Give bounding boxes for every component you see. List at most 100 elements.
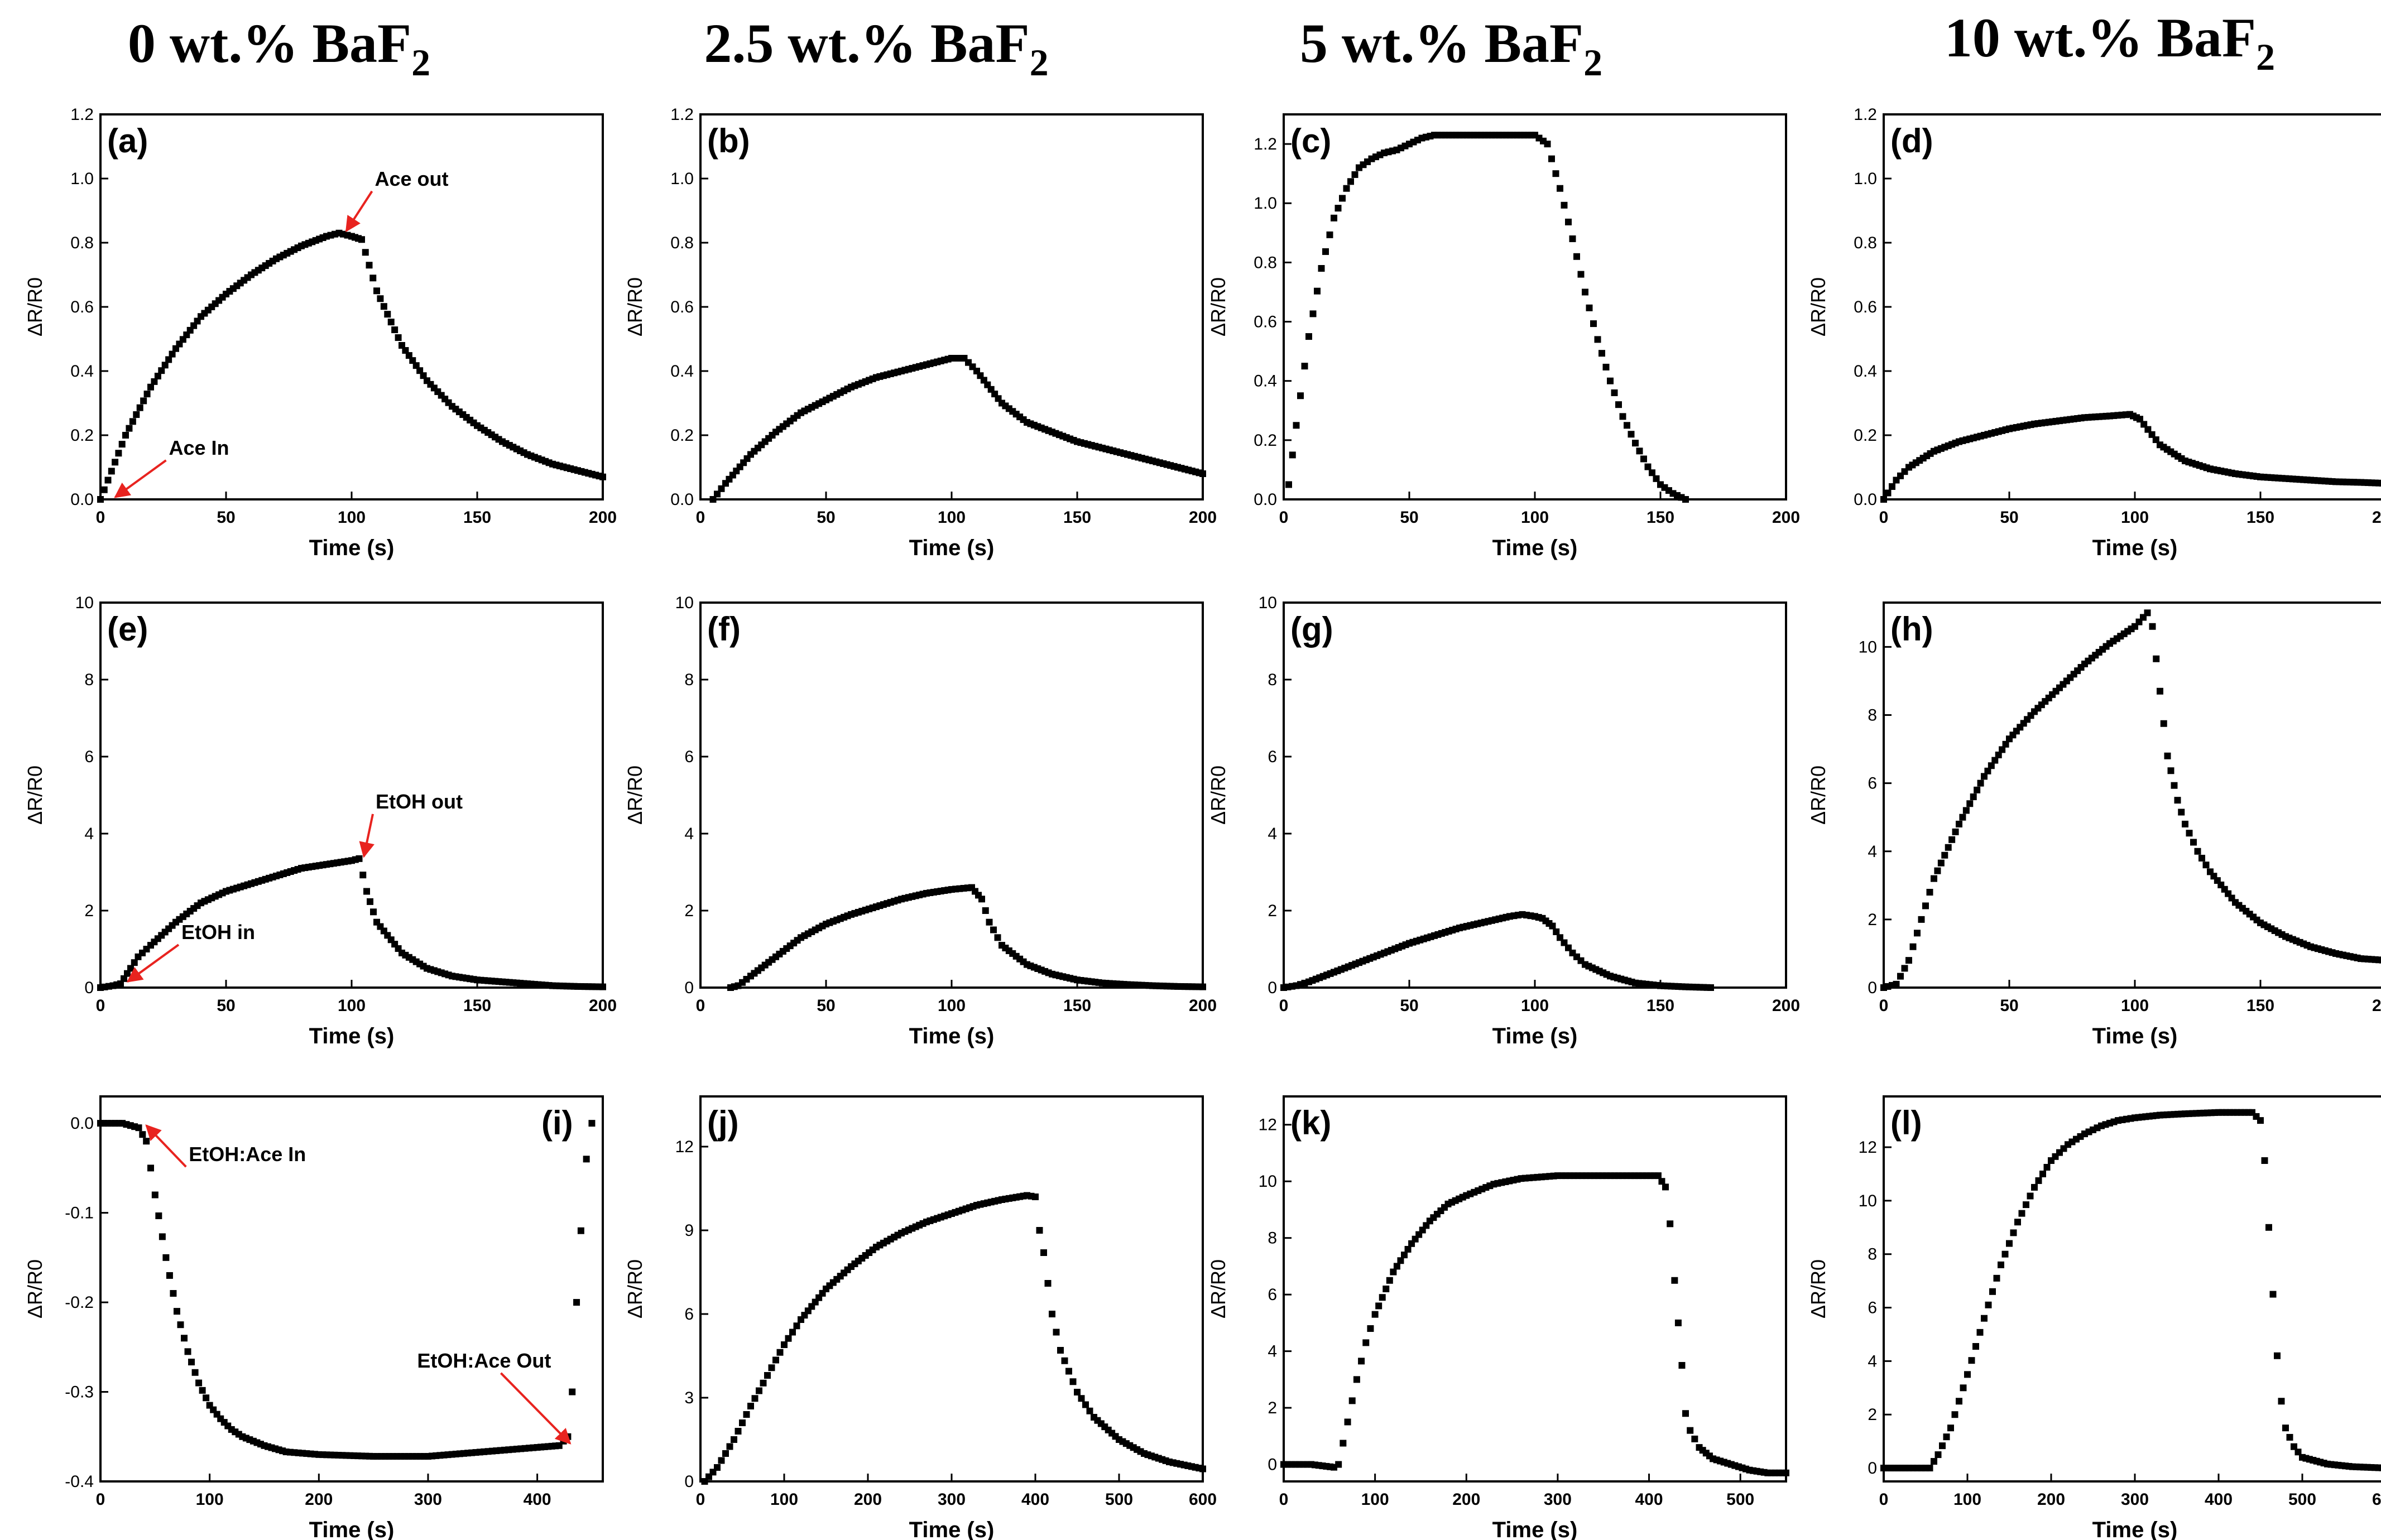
data-point xyxy=(1941,851,1948,859)
data-point xyxy=(161,362,169,369)
x-tick-label: 0 xyxy=(696,1490,705,1509)
data-point xyxy=(1036,1227,1043,1234)
data-point xyxy=(2001,1250,2009,1258)
data-point xyxy=(1586,304,1593,311)
data-point xyxy=(583,1156,590,1163)
data-point xyxy=(714,490,721,498)
data-point xyxy=(2278,1398,2285,1405)
data-point xyxy=(199,1387,206,1394)
y-axis-label: ΔR/R0 xyxy=(1207,277,1230,336)
y-tick-label: 2 xyxy=(1268,902,1277,920)
y-tick-label: 12 xyxy=(1259,1116,1277,1134)
data-point xyxy=(776,1349,784,1356)
data-point xyxy=(420,372,427,379)
x-axis-label: Time (s) xyxy=(309,536,395,560)
data-point xyxy=(1335,1461,1342,1468)
x-tick-label: 150 xyxy=(2246,997,2274,1015)
data-point xyxy=(2174,797,2181,804)
x-tick-label: 100 xyxy=(338,997,366,1015)
data-point xyxy=(1956,1398,1962,1405)
data-point xyxy=(1285,481,1292,488)
annotation-label: EtOH in xyxy=(181,921,255,944)
x-axis-label: Time (s) xyxy=(309,1024,395,1048)
y-tick-label: -0.1 xyxy=(65,1204,94,1223)
chart-j: 0 100 200 300 400 500 600 0 3 6 9 12 Time (s) ΔR/R0 (j… xyxy=(623,1095,1217,1540)
annotation-label: EtOH out xyxy=(376,790,463,813)
x-tick-label: 50 xyxy=(217,997,235,1015)
data-point xyxy=(97,496,104,503)
y-axis-label: ΔR/R0 xyxy=(1207,1259,1230,1318)
data-point xyxy=(994,934,1001,941)
data-point xyxy=(2031,1183,2038,1191)
data-point xyxy=(2269,1291,2277,1298)
data-point xyxy=(1636,447,1643,455)
data-point xyxy=(159,1233,166,1240)
data-point xyxy=(188,1359,195,1366)
panel-label: (c) xyxy=(1290,122,1331,160)
data-point xyxy=(1577,271,1585,278)
data-point xyxy=(1326,231,1333,238)
data-point xyxy=(1367,1325,1374,1332)
data-point xyxy=(1362,1339,1370,1346)
data-point xyxy=(203,1394,210,1402)
x-axis-label: Time (s) xyxy=(909,1518,995,1540)
data-point xyxy=(2375,479,2381,487)
data-point xyxy=(1960,1384,1967,1392)
plot-frame xyxy=(699,113,1204,501)
y-tick-label: 0 xyxy=(1868,979,1877,997)
data-point xyxy=(978,896,985,903)
data-point xyxy=(718,1457,725,1464)
data-point xyxy=(1598,350,1605,357)
y-tick-label: 12 xyxy=(675,1138,694,1156)
y-axis-label: ΔR/R0 xyxy=(1807,277,1830,336)
y-axis-label: ΔR/R0 xyxy=(23,766,46,825)
data-point xyxy=(1049,1311,1055,1317)
data-point xyxy=(133,411,140,418)
x-tick-label: 200 xyxy=(589,997,617,1015)
x-tick-label: 100 xyxy=(770,1490,798,1509)
data-point xyxy=(1348,1397,1356,1404)
data-point xyxy=(1619,413,1626,420)
data-point xyxy=(2182,820,2188,827)
data-point xyxy=(2144,609,2151,617)
x-tick-label: 200 xyxy=(305,1490,333,1509)
y-axis-label: ΔR/R0 xyxy=(623,766,646,825)
data-point xyxy=(1561,201,1568,209)
data-point xyxy=(1948,836,1956,843)
y-tick-label: 0.0 xyxy=(1854,490,1877,509)
data-point xyxy=(416,367,424,374)
data-point xyxy=(147,383,154,391)
y-tick-label: 10 xyxy=(1259,1172,1277,1191)
data-point xyxy=(2140,421,2148,428)
plot-frame xyxy=(699,601,1204,989)
data-point xyxy=(1653,475,1660,482)
data-point xyxy=(1674,1319,1682,1326)
y-tick-label: 0.8 xyxy=(1254,253,1277,272)
data-point xyxy=(1301,363,1308,370)
data-point xyxy=(1952,828,1959,835)
data-point xyxy=(599,983,606,990)
data-point xyxy=(195,1379,203,1387)
x-tick-label: 0 xyxy=(1879,508,1889,527)
x-tick-label: 200 xyxy=(589,508,617,527)
data-point xyxy=(1401,1252,1408,1259)
data-point xyxy=(1078,1395,1085,1402)
data-point xyxy=(1053,1329,1060,1336)
data-point xyxy=(126,425,133,432)
data-point xyxy=(1397,1257,1404,1264)
y-tick-label: 6 xyxy=(1268,1286,1277,1304)
y-tick-label: 0.6 xyxy=(70,298,94,316)
data-point xyxy=(1993,1274,2000,1282)
annotation-label: EtOH:Ace In xyxy=(189,1143,306,1166)
data-point xyxy=(751,1395,759,1402)
y-tick-label: 0.2 xyxy=(1254,431,1277,450)
data-point xyxy=(2178,808,2185,816)
data-point xyxy=(1375,1302,1382,1310)
data-point xyxy=(2164,752,2171,759)
data-point xyxy=(1974,786,1981,793)
data-point xyxy=(569,1388,576,1395)
x-tick-label: 100 xyxy=(1521,508,1549,527)
data-point xyxy=(567,465,574,472)
data-point xyxy=(2265,1224,2272,1231)
data-point xyxy=(140,397,147,405)
